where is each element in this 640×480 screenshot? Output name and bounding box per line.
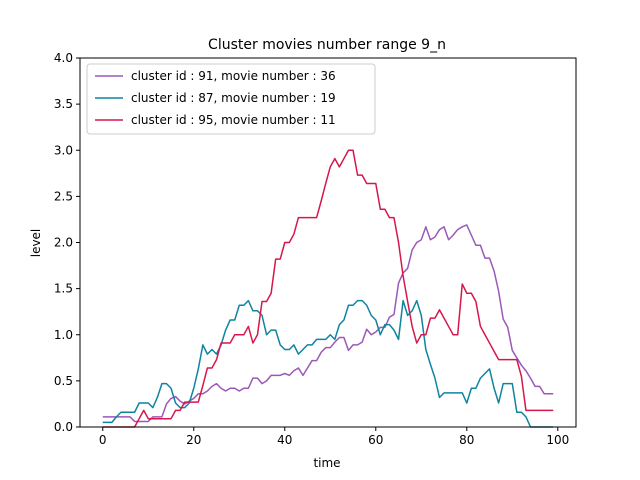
series-layer (102, 149, 554, 428)
legend-label-2: cluster id : 87, movie number : 19 (131, 91, 336, 105)
legend: cluster id : 91, movie number : 36 cluste… (86, 63, 376, 135)
y-tick-label: 0.5 (54, 374, 73, 388)
legend-label-3: cluster id : 95, movie number : 11 (131, 113, 336, 127)
y-tick-label: 3.5 (54, 97, 73, 111)
y-axis-label: level (29, 229, 43, 258)
series-line-3 (102, 149, 554, 428)
x-tick-label: 0 (99, 433, 107, 447)
series-line-1 (102, 224, 554, 423)
x-tick-label: 20 (186, 433, 201, 447)
x-tick-label: 60 (368, 433, 383, 447)
y-tick-label: 3.0 (54, 143, 73, 157)
x-axis-label: time (313, 456, 340, 470)
y-tick-label: 2.5 (54, 189, 73, 203)
legend-box (86, 63, 376, 135)
x-tick-label: 100 (546, 433, 569, 447)
chart-title: Cluster movies number range 9_n (208, 37, 446, 53)
y-tick-label: 1.5 (54, 282, 73, 296)
y-tick-label: 2.0 (54, 236, 73, 250)
y-tick-label: 0.0 (54, 420, 73, 434)
axes-layer: 0 20 40 60 80 100 0.0 0.5 1.0 1.5 2.0 2.5 3.0 3.5 4.0 (54, 51, 577, 447)
y-tick-label: 1.0 (54, 328, 73, 342)
x-tick-label: 80 (459, 433, 474, 447)
legend-label-1: cluster id : 91, movie number : 36 (131, 69, 336, 83)
x-tick-label: 40 (277, 433, 292, 447)
y-tick-label: 4.0 (54, 51, 73, 65)
